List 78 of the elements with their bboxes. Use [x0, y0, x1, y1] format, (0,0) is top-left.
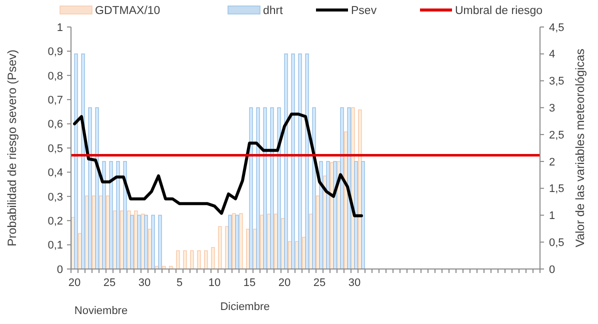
x-tick-label: 15	[243, 277, 256, 289]
bar	[183, 250, 187, 270]
bar	[361, 161, 365, 270]
line-series	[73, 112, 363, 218]
x-tick-label: 30	[138, 277, 151, 289]
y2-tick-label: 0	[549, 264, 556, 276]
y2-axis-title: Valor de las variables meteorológicas	[573, 48, 587, 248]
y2-tick-label: 2,5	[549, 129, 564, 142]
bar	[312, 107, 316, 270]
bar	[74, 53, 78, 270]
y-tick-label: 0,8	[48, 70, 63, 82]
y2-tick-label: 1	[549, 210, 556, 222]
y-tick-label: 0,4	[48, 167, 63, 180]
bar	[305, 53, 309, 270]
bar	[190, 250, 194, 270]
bar	[270, 107, 274, 270]
x-tick-label: 10	[208, 277, 221, 289]
bar	[291, 53, 295, 270]
bar	[211, 247, 215, 270]
legend-label: dhrt	[263, 5, 284, 17]
bar	[95, 107, 99, 270]
bar	[130, 214, 134, 270]
legend-label: Umbral de riesgo	[455, 5, 543, 17]
bar	[340, 107, 344, 270]
bar	[204, 250, 208, 270]
bar	[137, 214, 141, 270]
bar	[284, 53, 288, 270]
bar	[116, 161, 120, 270]
x-tick-label: 25	[103, 277, 116, 289]
y-tick-label: 0,9	[48, 46, 63, 58]
y2-tick-label: 4,5	[549, 22, 564, 34]
text: Diciembre	[220, 301, 270, 313]
bar	[102, 161, 106, 270]
bar	[158, 214, 162, 270]
bar	[256, 107, 260, 270]
y-tick-label: 0,5	[48, 142, 63, 155]
y-tick-label: 0,2	[48, 215, 63, 228]
y-tick-label: 0,7	[48, 94, 63, 106]
bar	[228, 214, 232, 270]
bar	[354, 161, 358, 270]
bar	[235, 214, 239, 270]
y-tick-label: 1	[56, 22, 63, 34]
x-tick-label: 20	[68, 277, 81, 289]
bar	[249, 107, 253, 270]
bar	[263, 107, 267, 270]
bar	[144, 214, 148, 270]
x-tick-label: 20	[278, 277, 291, 289]
y-tick-label: 0,6	[48, 118, 63, 131]
legend-label: GDTMAX/10	[95, 5, 160, 17]
y-tick-label: 0	[56, 264, 63, 276]
y-axis-title: Probabilidad de riesgo severo (Psev)	[5, 50, 19, 246]
bar	[88, 107, 92, 270]
x-tick-label: 5	[176, 277, 183, 289]
bar	[218, 226, 222, 270]
bar	[197, 250, 201, 270]
bar	[298, 53, 302, 270]
bar	[176, 250, 180, 270]
y2-tick-label: 4	[549, 48, 556, 61]
x-tick-label: 25	[313, 277, 326, 289]
y-tick-label: 0,1	[48, 240, 63, 252]
y2-tick-label: 0,5	[549, 236, 564, 249]
bar	[319, 161, 323, 270]
y-tick-label: 0,3	[48, 191, 63, 204]
bar	[123, 161, 127, 270]
bar	[333, 161, 337, 270]
x-tick-label: 30	[348, 277, 361, 289]
bar	[277, 107, 281, 270]
y2-tick-label: 3	[549, 102, 556, 115]
y2-tick-label: 2	[549, 156, 556, 168]
text: Noviembre	[74, 305, 128, 317]
y2-tick-label: 1,5	[549, 183, 564, 196]
bar	[81, 53, 85, 270]
bar	[109, 161, 113, 270]
legend-label: Psev	[351, 5, 377, 17]
bar	[151, 214, 155, 270]
y2-tick-label: 3,5	[549, 76, 564, 88]
bar	[239, 213, 243, 270]
bar	[326, 161, 330, 270]
